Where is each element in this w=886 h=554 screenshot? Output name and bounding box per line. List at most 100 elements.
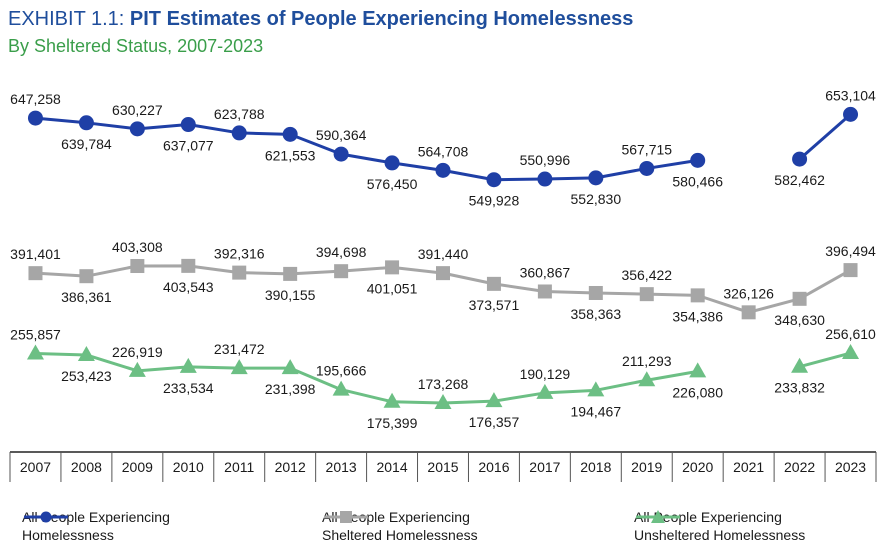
data-label: 621,553 [265,147,316,163]
data-label: 582,462 [774,172,825,188]
x-tick-label: 2009 [122,459,153,475]
data-point [78,115,94,131]
data-label: 403,543 [163,279,214,295]
data-point [690,152,706,168]
data-point [181,258,196,273]
data-label: 403,308 [112,239,163,255]
x-tick-label: 2015 [427,459,458,475]
legend-label-unsheltered-line1: All People Experiencing [634,509,782,525]
data-point [537,171,553,187]
x-tick-label: 2021 [733,459,764,475]
data-label: 391,401 [10,246,61,262]
data-point [588,285,603,300]
x-tick-label: 2010 [173,459,204,475]
data-label: 176,357 [469,414,520,430]
data-label: 630,227 [112,102,163,118]
data-point [791,357,809,373]
x-tick-label: 2018 [580,459,611,475]
data-label: 639,784 [61,136,112,152]
data-point [27,110,43,126]
data-label: 233,832 [774,380,825,396]
title-main: PIT Estimates of People Experiencing Hom… [129,8,634,30]
data-point [436,266,450,281]
data-point [282,126,298,142]
data-point [588,170,604,186]
data-point [486,172,502,188]
data-label: 195,666 [316,363,367,379]
data-point [435,162,451,178]
legend-label-sheltered-line1: All People Experiencing [322,509,470,525]
data-point [332,380,350,396]
data-point [334,264,349,279]
data-label: 233,534 [163,380,214,396]
data-point [842,344,860,360]
data-point [843,263,858,278]
data-point [130,259,145,274]
data-label: 173,268 [418,376,469,392]
data-label: 356,422 [621,267,672,283]
legend-key-triangle-icon [636,510,680,523]
data-point [537,284,552,299]
x-tick-label: 2017 [529,459,560,475]
data-label: 231,398 [265,381,316,397]
data-label: 580,466 [672,173,723,189]
data-point [792,291,807,306]
x-tick-label: 2016 [478,459,509,475]
data-label: 552,830 [571,191,622,207]
data-point [283,266,298,281]
data-label: 256,610 [825,326,876,342]
series-line [798,113,852,161]
legend-item-unsheltered: All People Experiencing Unsheltered Homel… [634,508,805,544]
data-point [232,265,247,280]
data-label: 231,472 [214,341,265,357]
legend-key-circle-icon [24,511,68,523]
data-label: 394,698 [316,244,367,260]
data-label: 226,919 [112,344,163,360]
data-point [639,160,655,176]
legend-item-sheltered: All People Experiencing Sheltered Homeles… [322,508,478,544]
data-point [231,125,247,141]
data-label: 354,386 [672,308,723,324]
data-point [281,359,299,375]
title-prefix: EXHIBIT 1.1: [8,8,130,30]
data-point [587,381,605,397]
data-label: 567,715 [621,141,672,157]
data-label: 373,571 [469,297,520,313]
x-tick-label: 2008 [71,459,102,475]
data-point [741,305,756,320]
data-point [536,383,554,399]
data-label: 390,155 [265,287,316,303]
data-label: 358,363 [571,306,622,322]
x-tick-label: 2019 [631,459,662,475]
data-label: 653,104 [825,87,876,103]
data-point [180,117,196,133]
data-label: 564,708 [418,143,469,159]
data-point [485,392,503,408]
data-label: 253,423 [61,368,112,384]
data-point [333,146,349,162]
data-label: 401,051 [367,280,418,296]
data-label: 211,293 [622,353,672,369]
series-line [35,351,698,405]
data-point [843,106,859,122]
data-label: 623,788 [214,106,265,122]
x-tick-label: 2020 [682,459,713,475]
legend-label-total-line2: Homelessness [22,527,114,543]
x-tick-label: 2007 [20,459,51,475]
data-point [383,392,401,408]
data-point [230,359,248,375]
x-tick-label: 2023 [835,459,866,475]
chart-title: EXHIBIT 1.1: PIT Estimates of People Exp… [8,8,633,31]
x-tick-label: 2014 [376,459,407,475]
legend-item-total: All People Experiencing Homelessness [22,508,170,544]
data-point [79,269,94,284]
x-tick-label: 2013 [326,459,357,475]
data-point [486,276,501,291]
data-label: 360,867 [520,264,571,280]
data-label: 637,077 [163,138,214,154]
data-point [128,361,146,377]
data-label: 175,399 [367,415,418,431]
data-point [77,345,95,361]
series-line [35,116,698,182]
data-label: 647,258 [10,91,61,107]
